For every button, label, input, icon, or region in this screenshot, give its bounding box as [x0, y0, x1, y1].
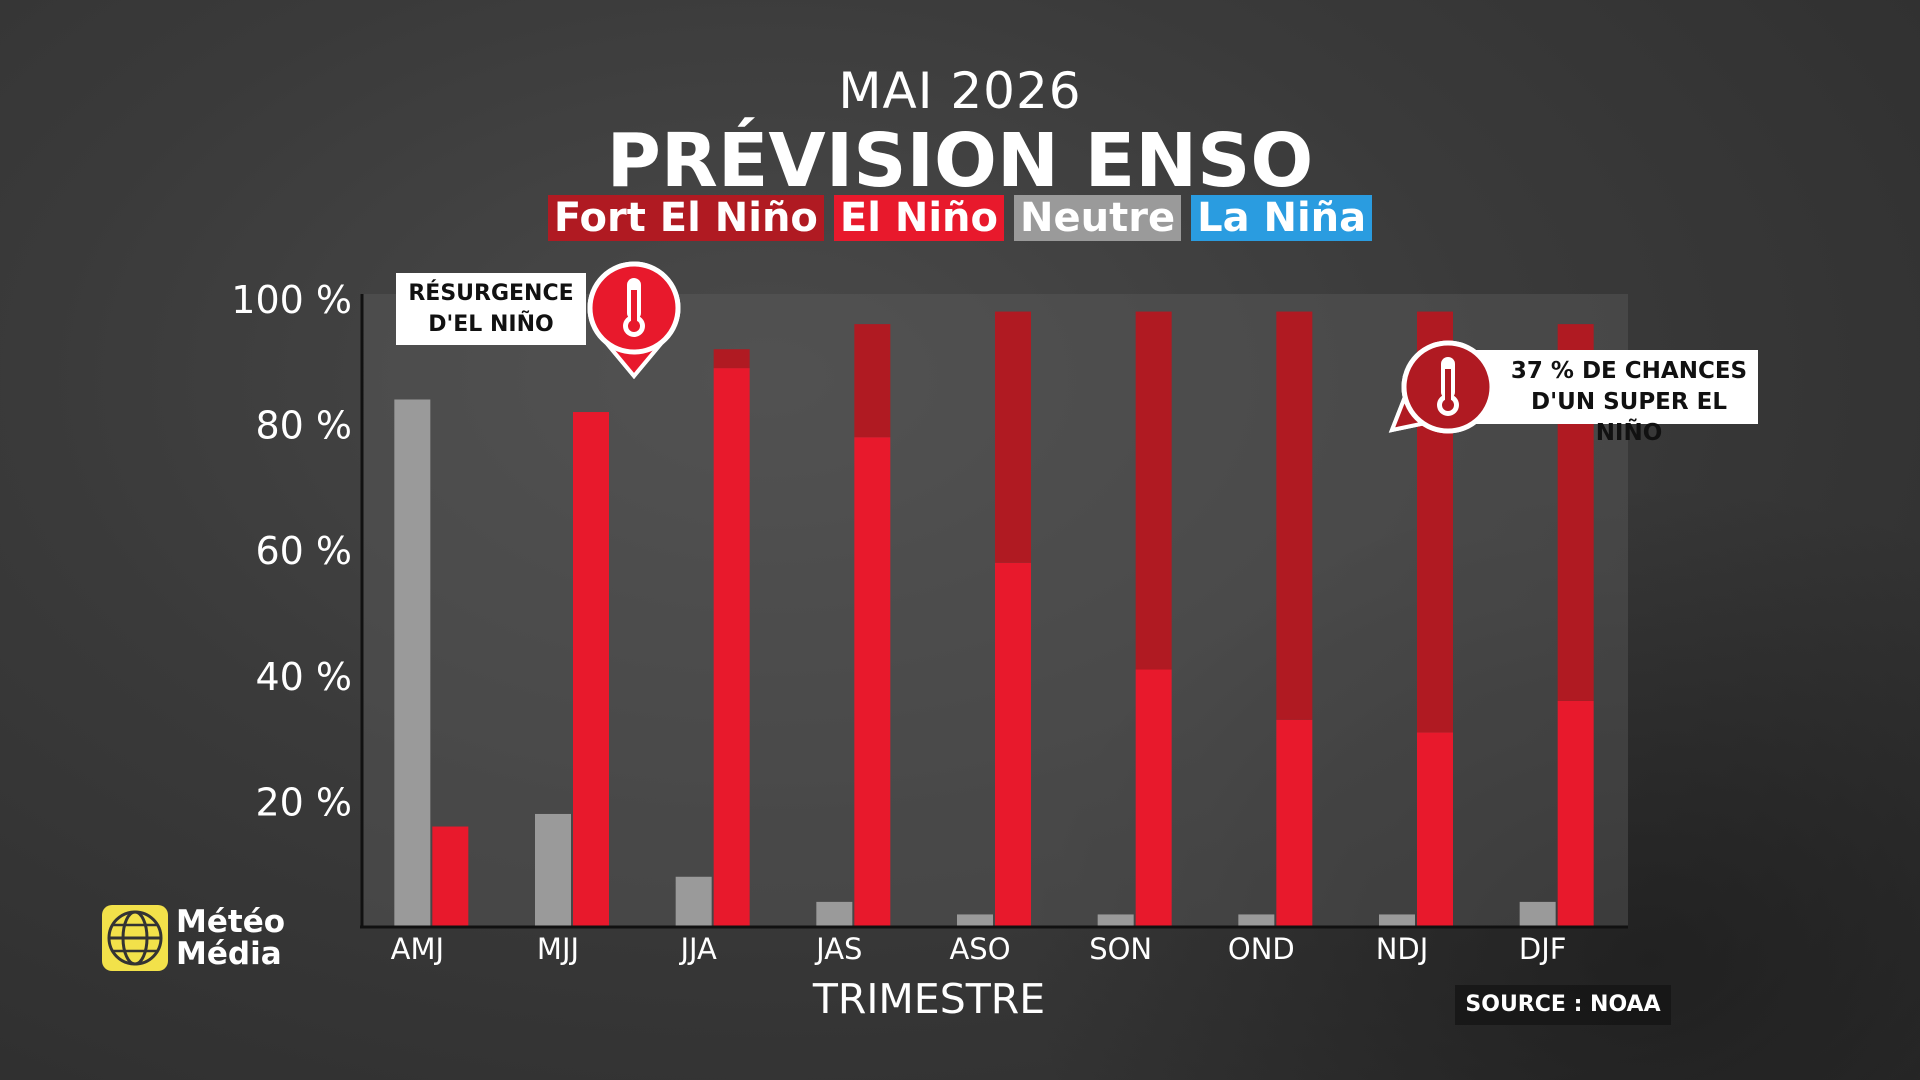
bar-fort-el-nino-aso — [995, 311, 1031, 563]
x-tick-label: SON — [1089, 932, 1152, 966]
x-tick-label: JJA — [678, 932, 717, 966]
legend-item-la-nina: La Niña — [1191, 195, 1373, 241]
legend-item-neutre: Neutre — [1014, 195, 1182, 241]
meteomedia-logo: Météo Média — [102, 905, 285, 971]
callout-resurgence-line1: RÉSURGENCE — [408, 281, 574, 306]
bar-neutre-jja — [675, 876, 712, 927]
bar-fort-el-nino-son — [1135, 311, 1172, 670]
bars-group — [394, 311, 1594, 928]
bar-el-nino-djf — [1557, 700, 1594, 927]
x-tick-label: JAS — [814, 932, 862, 966]
legend-item-fort-el-nino: Fort El Niño — [547, 195, 824, 241]
bar-neutre-ond — [1238, 914, 1275, 927]
x-axis-label: TRIMESTRE — [812, 975, 1045, 1023]
bar-el-nino-amj — [432, 826, 469, 927]
y-tick-label: 80 % — [255, 404, 352, 448]
x-tick-label: MJJ — [537, 932, 579, 966]
logo-text: Météo Média — [176, 906, 285, 970]
bar-neutre-djf — [1519, 901, 1556, 927]
chart-subtitle: MAI 2026 — [838, 62, 1082, 120]
bar-el-nino-jja — [713, 368, 750, 928]
x-tick-label: OND — [1228, 932, 1295, 966]
legend: Fort El Niño El Niño Neutre La Niña — [0, 195, 1920, 241]
x-tick-label: ASO — [949, 932, 1010, 966]
bar-neutre-aso — [957, 914, 993, 927]
y-tick-label: 40 % — [255, 655, 352, 699]
logo-line1: Météo — [176, 904, 286, 940]
x-tick-label: DJF — [1519, 932, 1567, 966]
bar-neutre-ndj — [1379, 914, 1415, 927]
y-tick-label: 60 % — [255, 529, 352, 573]
bar-fort-el-nino-ond — [1276, 311, 1313, 720]
callout-resurgence: RÉSURGENCE D'EL NIÑO — [396, 273, 586, 345]
callout-super-line1: 37 % DE CHANCES — [1510, 358, 1748, 384]
bar-el-nino-jas — [854, 437, 891, 927]
y-ticks-group: 20 % 40 % 60 % 80 % 100 % — [231, 278, 352, 824]
bar-neutre-son — [1097, 914, 1134, 927]
bar-neutre-jas — [816, 901, 853, 927]
bar-neutre-amj — [394, 399, 431, 928]
legend-item-el-nino: El Niño — [833, 195, 1005, 241]
globe-icon — [102, 905, 168, 971]
bar-el-nino-ond — [1276, 719, 1313, 927]
logo-line2: Média — [176, 936, 282, 972]
source-label: SOURCE : NOAA — [1455, 985, 1671, 1025]
chart-title: PRÉVISION ENSO — [606, 118, 1314, 204]
bar-el-nino-aso — [995, 562, 1031, 927]
bar-fort-el-nino-jja — [713, 349, 750, 369]
bar-fort-el-nino-jas — [854, 324, 891, 438]
bar-el-nino-ndj — [1417, 732, 1453, 927]
bar-el-nino-mjj — [573, 412, 609, 927]
bar-el-nino-son — [1135, 669, 1172, 927]
y-tick-label: 100 % — [231, 278, 352, 322]
callout-super-line2: D'UN SUPER EL NIÑO — [1531, 389, 1727, 446]
callout-resurgence-line2: D'EL NIÑO — [428, 312, 554, 337]
x-tick-label: AMJ — [391, 932, 444, 966]
callout-super-el-nino: 37 % DE CHANCES D'UN SUPER EL NIÑO — [1460, 350, 1758, 446]
y-tick-label: 20 % — [255, 780, 352, 824]
x-ticks-group: AMJ MJJ JJA JAS ASO SON OND NDJ DJF — [391, 932, 1567, 966]
x-tick-label: NDJ — [1376, 932, 1429, 966]
bar-neutre-mjj — [535, 813, 571, 927]
